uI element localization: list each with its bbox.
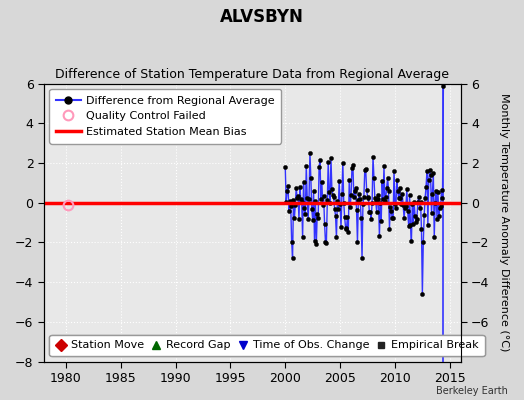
Text: Berkeley Earth: Berkeley Earth <box>436 386 508 396</box>
Title: Difference of Station Temperature Data from Regional Average: Difference of Station Temperature Data f… <box>56 68 450 81</box>
Y-axis label: Monthly Temperature Anomaly Difference (°C): Monthly Temperature Anomaly Difference (… <box>499 93 509 352</box>
Text: ALVSBYN: ALVSBYN <box>220 8 304 26</box>
Legend: Station Move, Record Gap, Time of Obs. Change, Empirical Break: Station Move, Record Gap, Time of Obs. C… <box>49 335 485 356</box>
